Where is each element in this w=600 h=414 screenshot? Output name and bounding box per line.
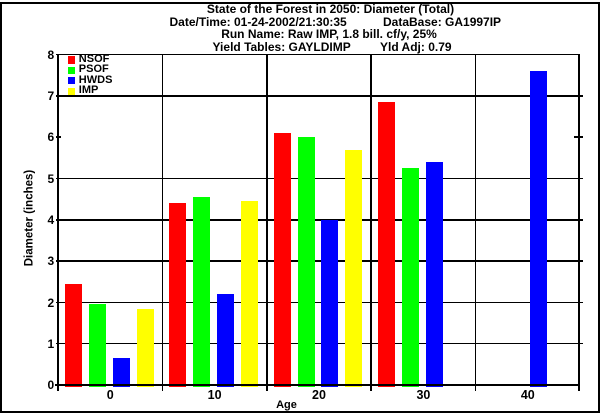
legend-swatch-imp — [67, 87, 75, 96]
database-label: DataBase: GA1997IP — [383, 15, 502, 30]
x-tick-label-30: 30 — [416, 388, 431, 403]
gridline-y5 — [55, 177, 583, 180]
run-name-label: Run Name: Raw IMP, 1.8 bill. cf/y, 25% — [221, 27, 437, 42]
y-tick-label-1: 1 — [47, 336, 55, 351]
group-separator-4 — [474, 54, 477, 391]
group-separator-1 — [161, 54, 164, 391]
gridline-y4 — [55, 218, 583, 221]
bar-psof-age20 — [297, 137, 315, 387]
gridline-y7 — [55, 95, 583, 97]
legend-label-nsof: NSOF — [78, 53, 110, 66]
group-separator-3 — [370, 54, 372, 391]
bar-psof-age0 — [88, 304, 106, 387]
bar-nsof-age0 — [64, 283, 82, 387]
bar-nsof-age20 — [273, 132, 291, 387]
x-tick-label-40: 40 — [520, 388, 535, 403]
y-axis-line — [57, 53, 59, 391]
x-axis-title: Age — [276, 398, 297, 411]
bar-hwds-age10 — [217, 294, 235, 387]
y-tick-label-5: 5 — [47, 171, 55, 186]
bar-hwds-age40 — [530, 71, 548, 387]
y-tick-label-3: 3 — [47, 254, 55, 269]
chart-title: State of the Forest in 2050: Diameter (T… — [206, 1, 455, 16]
y-axis-title: Diameter (inches) — [22, 169, 35, 267]
yld-adj-label: Yld Adj: 0.79 — [380, 40, 452, 54]
ytick-right-y6 — [574, 136, 583, 138]
bar-psof-age10 — [193, 197, 211, 387]
gridline-y3 — [55, 260, 583, 262]
plot-top-border — [55, 53, 580, 56]
title-line-4: Yield Tables: GAYLDIMP Yld Adj: 0.79 — [0, 41, 452, 89]
datetime-label: Date/Time: 01-24-2002/21:30:35 — [169, 15, 347, 30]
bar-hwds-age30 — [425, 161, 443, 387]
bar-nsof-age10 — [169, 203, 187, 387]
legend-swatch-psof — [67, 66, 75, 75]
y-tick-label-8: 8 — [47, 47, 55, 62]
bar-psof-age30 — [401, 168, 419, 387]
y-tick-label-6: 6 — [47, 130, 55, 145]
bar-hwds-age20 — [321, 219, 339, 387]
x-axis-line — [54, 383, 580, 386]
group-separator-2 — [266, 54, 268, 391]
y-tick-label-7: 7 — [47, 89, 55, 103]
bar-imp-age0 — [136, 308, 154, 387]
title-line-2: Date/Time: 01-24-2002/21:30:35 DataBase:… — [0, 16, 502, 64]
gridline-y1 — [55, 342, 583, 345]
gridline-y2 — [55, 301, 583, 304]
bar-hwds-age0 — [112, 358, 130, 387]
x-tick-label-20: 20 — [312, 388, 326, 403]
legend-swatch-hwds — [67, 76, 75, 85]
bar-imp-age20 — [345, 149, 363, 387]
plot-right-border — [578, 53, 580, 391]
bar-imp-age10 — [240, 201, 258, 387]
y-tick-label-0: 0 — [47, 378, 55, 393]
x-tick-label-10: 10 — [207, 388, 222, 403]
bar-nsof-age30 — [378, 102, 396, 387]
x-tick-label-0: 0 — [106, 388, 114, 403]
legend-label-imp: IMP — [78, 84, 99, 97]
y-tick-label-2: 2 — [47, 295, 55, 310]
legend-swatch-nsof — [67, 56, 75, 64]
legend-label-hwds: HWDS — [78, 73, 113, 86]
yield-tables-label: Yield Tables: GAYLDIMP — [212, 40, 351, 54]
legend-label-psof: PSOF — [78, 63, 109, 76]
y-tick-label-4: 4 — [47, 212, 55, 227]
